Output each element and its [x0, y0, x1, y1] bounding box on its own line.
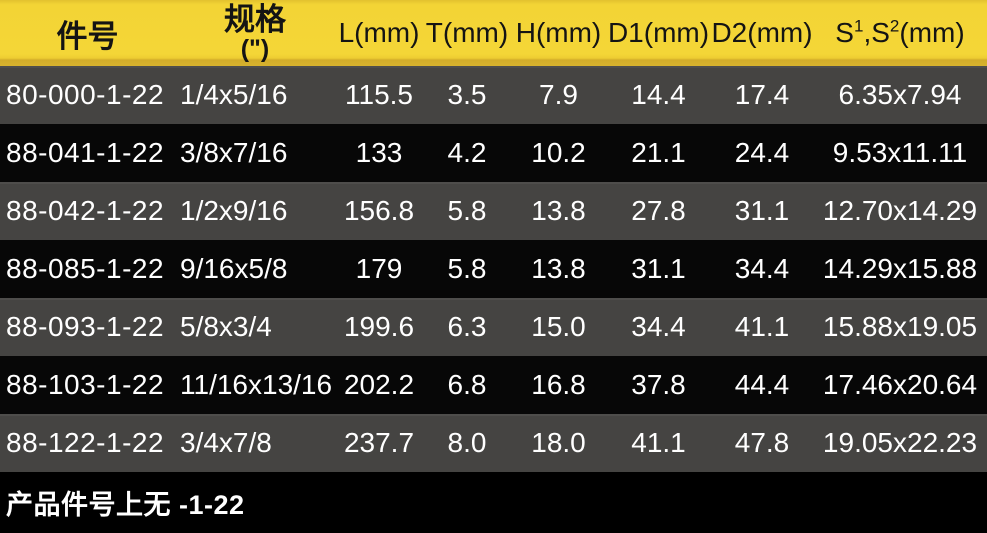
cell-s1s2: 9.53x11.11 [832, 137, 968, 168]
cell-spec: 11/16x13/16 [180, 369, 333, 400]
cell-l: 237.7 [343, 427, 415, 458]
cell-h: 16.8 [531, 369, 586, 400]
table-row: 88-085-1-22 9/16x5/8 179 5.8 13.8 31.1 3… [0, 240, 987, 298]
cell-t: 6.3 [447, 311, 487, 342]
cell-part-number: 88-093-1-22 [6, 311, 165, 342]
column-header-part-number: 件号 [56, 18, 119, 54]
part-number-footnote: 产品件号上无 -1-22 [0, 472, 987, 533]
cell-s1s2: 17.46x20.64 [822, 369, 978, 400]
column-header-spec: 规格 (") [175, 0, 335, 66]
cell-d2: 24.4 [734, 137, 790, 168]
cell-l: 156.8 [343, 195, 415, 226]
cell-d1: 34.4 [631, 311, 686, 342]
table-row: 88-093-1-22 5/8x3/4 199.6 6.3 15.0 34.4 … [0, 298, 987, 356]
table-row: 88-041-1-22 3/8x7/16 133 4.2 10.2 21.1 2… [0, 124, 987, 182]
cell-l: 133 [355, 137, 403, 168]
column-header-s1s2: S1,S2(mm) [835, 16, 965, 48]
cell-spec: 3/4x7/8 [180, 427, 272, 458]
cell-d1: 31.1 [631, 253, 686, 284]
table-row: 88-122-1-22 3/4x7/8 237.7 8.0 18.0 41.1 … [0, 414, 987, 472]
table-header: 件号 规格 (") L(mm) T(mm) H(mm) D1(mm) D2(mm… [0, 0, 987, 66]
cell-d1: 27.8 [631, 195, 686, 226]
cell-s1s2: 19.05x22.23 [822, 427, 978, 458]
cell-s1s2: 6.35x7.94 [838, 79, 962, 110]
cell-d1: 14.4 [631, 79, 686, 110]
column-header-d1: D1(mm) [607, 17, 710, 48]
cell-t: 3.5 [447, 79, 487, 110]
cell-spec: 1/4x5/16 [180, 79, 288, 110]
cell-t: 5.8 [447, 253, 487, 284]
cell-d2: 31.1 [734, 195, 790, 226]
cell-l: 202.2 [343, 369, 415, 400]
cell-h: 13.8 [531, 195, 586, 226]
column-header-t: T(mm) [425, 17, 509, 48]
cell-part-number: 88-122-1-22 [6, 427, 165, 458]
cell-spec: 3/8x7/16 [180, 137, 288, 168]
cell-d2: 44.4 [734, 369, 790, 400]
cell-l: 115.5 [345, 79, 413, 110]
cell-part-number: 88-042-1-22 [6, 195, 165, 226]
table-body: 80-000-1-22 1/4x5/16 115.5 3.5 7.9 14.4 … [0, 66, 987, 472]
cell-d2: 34.4 [734, 253, 790, 284]
cell-l: 199.6 [343, 311, 415, 342]
table-row: 88-042-1-22 1/2x9/16 156.8 5.8 13.8 27.8… [0, 182, 987, 240]
table-row: 88-103-1-22 11/16x13/16 202.2 6.8 16.8 3… [0, 356, 987, 414]
cell-h: 10.2 [531, 137, 586, 168]
cell-h: 7.9 [539, 79, 578, 110]
column-header-h: H(mm) [515, 17, 602, 48]
column-header-d2: D2(mm) [711, 17, 813, 48]
cell-t: 4.2 [447, 137, 487, 168]
cell-part-number: 88-103-1-22 [6, 369, 165, 400]
s2-superscript: 2 [889, 16, 900, 36]
cell-part-number: 88-085-1-22 [6, 253, 165, 284]
s1-superscript: 1 [853, 16, 864, 36]
cell-t: 5.8 [447, 195, 487, 226]
cell-spec: 9/16x5/8 [180, 253, 288, 284]
column-header-l: L(mm) [338, 17, 420, 48]
column-header-spec-label: 规格 [224, 2, 286, 37]
cell-spec: 1/2x9/16 [180, 195, 288, 226]
cell-part-number: 80-000-1-22 [6, 79, 165, 110]
cell-part-number: 88-041-1-22 [6, 137, 165, 168]
cell-d1: 21.1 [631, 137, 686, 168]
cell-h: 18.0 [531, 427, 586, 458]
table-header-row: 件号 规格 (") L(mm) T(mm) H(mm) D1(mm) D2(mm… [0, 0, 987, 66]
cell-d2: 47.8 [734, 427, 790, 458]
cell-t: 6.8 [447, 369, 487, 400]
cell-s1s2: 14.29x15.88 [822, 253, 978, 284]
cell-d1: 37.8 [631, 369, 686, 400]
cell-d2: 17.4 [734, 79, 790, 110]
column-header-spec-unit: (") [240, 35, 270, 63]
spec-table: 件号 规格 (") L(mm) T(mm) H(mm) D1(mm) D2(mm… [0, 0, 987, 472]
cell-spec: 5/8x3/4 [180, 311, 272, 342]
cell-l: 179 [355, 253, 403, 284]
cell-h: 13.8 [531, 253, 586, 284]
table-row: 80-000-1-22 1/4x5/16 115.5 3.5 7.9 14.4 … [0, 66, 987, 124]
cell-d2: 41.1 [734, 311, 790, 342]
cell-s1s2: 12.70x14.29 [822, 195, 978, 226]
cell-h: 15.0 [531, 311, 586, 342]
cell-t: 8.0 [447, 427, 487, 458]
cell-d1: 41.1 [631, 427, 686, 458]
cell-s1s2: 15.88x19.05 [822, 311, 978, 342]
